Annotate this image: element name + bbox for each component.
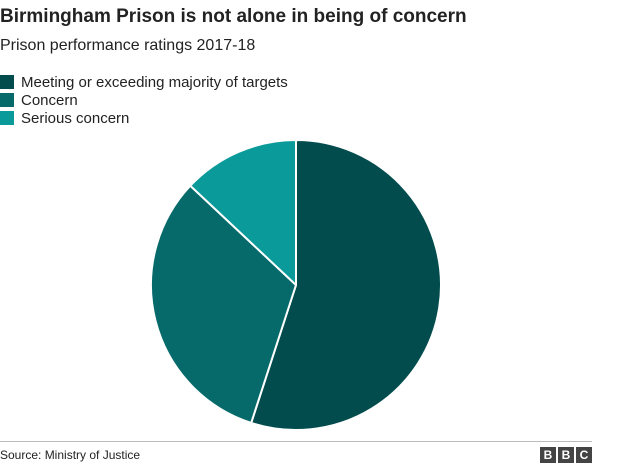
legend-item-serious-concern: Serious concern [0, 109, 288, 127]
legend-swatch-concern [0, 93, 14, 107]
footer-divider [0, 441, 592, 442]
chart-subtitle: Prison performance ratings 2017-18 [0, 37, 256, 54]
legend-label-meeting: Meeting or exceeding majority of targets [21, 73, 288, 91]
legend-label-serious-concern: Serious concern [21, 109, 130, 127]
bbc-logo-letter: B [558, 447, 574, 463]
bbc-logo: B B C [540, 447, 592, 463]
bbc-logo-letter: B [540, 447, 556, 463]
legend-label-concern: Concern [21, 91, 78, 109]
legend-swatch-meeting [0, 75, 14, 89]
pie-slice-serious-concern [189, 139, 297, 286]
bbc-logo-letter: C [576, 447, 592, 463]
source-note: Source: Ministry of Justice [0, 448, 141, 462]
legend: Meeting or exceeding majority of targets… [0, 73, 288, 127]
chart-title: Birmingham Prison is not alone in being … [0, 6, 467, 27]
pie-slice-concern [150, 184, 297, 424]
legend-swatch-serious-concern [0, 111, 14, 125]
pie-slice-meeting [250, 139, 442, 431]
legend-item-concern: Concern [0, 91, 288, 109]
legend-item-meeting: Meeting or exceeding majority of targets [0, 73, 288, 91]
